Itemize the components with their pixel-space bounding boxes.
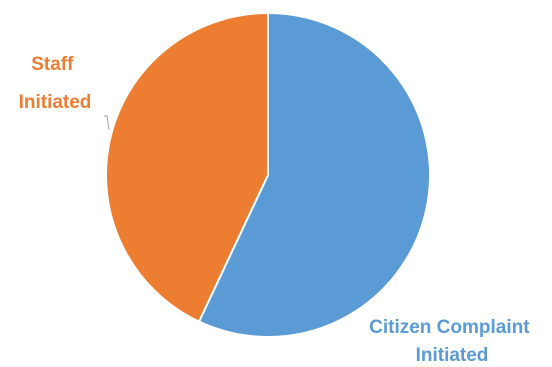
slice-label-citizen-complaint: Citizen Complaint Initiated (369, 317, 535, 366)
pie-slice-citizen-complaint (197, 11, 431, 338)
slices-layer (105, 11, 431, 338)
leader-lines-layer (104, 115, 110, 131)
slice-label-staff-initiated: Staff Initiated (19, 54, 92, 113)
slice-label-citizen-complaint-line-2: Initiated (416, 345, 489, 366)
pie-slice-staff-initiated (105, 11, 269, 323)
slice-label-staff-initiated-line-1: Staff (31, 54, 74, 75)
leader-line-staff-initiated (104, 115, 110, 131)
slice-label-staff-initiated-line-2: Initiated (19, 92, 92, 113)
slice-label-citizen-complaint-line-1: Citizen Complaint (369, 317, 530, 338)
